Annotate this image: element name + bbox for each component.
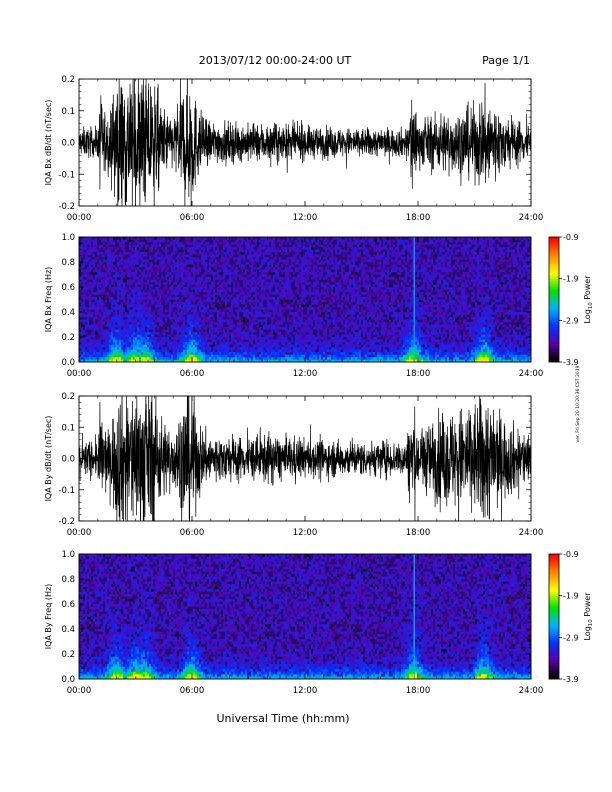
y-tick-label: 0.4 bbox=[61, 625, 75, 635]
page-title: 2013/07/12 00:00-24:00 UT bbox=[199, 54, 352, 67]
y-tick-label: 0.0 bbox=[61, 675, 75, 685]
colorbar-tick-label: -0.9 bbox=[563, 550, 579, 559]
y-tick-label: 0.2 bbox=[61, 333, 75, 343]
y-axis-label: IQA By dB/dt (nT/sec) bbox=[44, 416, 53, 502]
x-tick-label: 00:00 bbox=[67, 686, 92, 696]
x-tick-label: 24:00 bbox=[519, 528, 544, 538]
panels: 00:00 06:00 12:00 18:00 24:00 0.2 0.1 0.0 -0.1 -0… bbox=[44, 54, 594, 696]
colorbar-label: Log10 Power bbox=[583, 592, 594, 641]
y-tick-label: 0.0 bbox=[61, 358, 75, 368]
x-tick-label: 24:00 bbox=[519, 213, 544, 223]
x-tick-label: 06:00 bbox=[180, 528, 205, 538]
page-number: Page 1/1 bbox=[482, 54, 530, 67]
colorbar-tick-label: -3.9 bbox=[563, 675, 579, 684]
x-tick-label: 12:00 bbox=[293, 369, 318, 379]
panel-4-spectrogram: -0.9 -1.9 -2.9 -3.9 Log10 Power 00:00 06:00 12:… bbox=[44, 550, 594, 696]
colorbar-tick-label: -0.9 bbox=[563, 233, 579, 242]
y-tick-label: -0.1 bbox=[58, 486, 75, 496]
x-tick-label: 06:00 bbox=[180, 369, 205, 379]
x-tick-label: 06:00 bbox=[180, 686, 205, 696]
x-tick-label: 12:00 bbox=[293, 213, 318, 223]
y-tick-label: 0.4 bbox=[61, 308, 75, 318]
x-tick-label: 00:00 bbox=[67, 528, 92, 538]
y-tick-label: 1.0 bbox=[61, 550, 75, 560]
x-tick-label: 00:00 bbox=[67, 369, 92, 379]
y-axis-label: IQA Bx dB/dt (nT/sec) bbox=[44, 100, 53, 186]
colorbar-label: Log10 Power bbox=[583, 275, 594, 324]
y-tick-label: 0.6 bbox=[61, 600, 75, 610]
y-tick-label: 0.8 bbox=[61, 575, 75, 585]
y-tick-label: -0.2 bbox=[58, 202, 75, 212]
x-tick-label: 24:00 bbox=[519, 686, 544, 696]
colorbar-tick-label: -1.9 bbox=[563, 275, 579, 284]
y-tick-label: 0.2 bbox=[61, 75, 75, 85]
x-tick-label: 12:00 bbox=[293, 528, 318, 538]
x-tick-label: 24:00 bbox=[519, 369, 544, 379]
y-tick-label: 0.1 bbox=[61, 423, 75, 433]
y-tick-label: -0.2 bbox=[58, 517, 75, 527]
colorbar-tick-label: -2.9 bbox=[563, 633, 579, 642]
x-tick-label: 18:00 bbox=[406, 213, 431, 223]
version-stamp: ver. Fri Sep 20 10:20:36 CST 2019 bbox=[575, 365, 581, 442]
y-axis-label: IQA By Freq (Hz) bbox=[44, 584, 53, 650]
y-tick-label: 0.2 bbox=[61, 650, 75, 660]
colorbar-tick-label: -1.9 bbox=[563, 592, 579, 601]
x-tick-label: 00:00 bbox=[67, 213, 92, 223]
y-tick-label: 1.0 bbox=[61, 233, 75, 243]
panel-3-trace: 00:00 06:00 12:00 18:00 24:00 0.2 0.1 0.0 -0.1 -0… bbox=[44, 375, 543, 546]
y-axis-label: IQA Bx Freq (Hz) bbox=[44, 267, 53, 333]
y-tick-label: 0.0 bbox=[61, 455, 75, 465]
colorbar-tick-label: -2.9 bbox=[563, 316, 579, 325]
panel-1-trace: 00:00 06:00 12:00 18:00 24:00 0.2 0.1 0.0 -0.1 -0… bbox=[44, 54, 543, 232]
x-axis-label: Universal Time (hh:mm) bbox=[217, 712, 350, 725]
x-tick-label: 06:00 bbox=[180, 213, 205, 223]
y-tick-label: -0.1 bbox=[58, 170, 75, 180]
y-tick-label: 0.1 bbox=[61, 107, 75, 117]
y-tick-label: 0.2 bbox=[61, 392, 75, 402]
y-tick-label: 0.6 bbox=[61, 283, 75, 293]
x-tick-label: 18:00 bbox=[406, 528, 431, 538]
y-tick-label: 0.8 bbox=[61, 258, 75, 268]
x-tick-label: 18:00 bbox=[406, 686, 431, 696]
x-tick-label: 12:00 bbox=[293, 686, 318, 696]
y-tick-label: 0.0 bbox=[61, 139, 75, 149]
x-tick-label: 18:00 bbox=[406, 369, 431, 379]
